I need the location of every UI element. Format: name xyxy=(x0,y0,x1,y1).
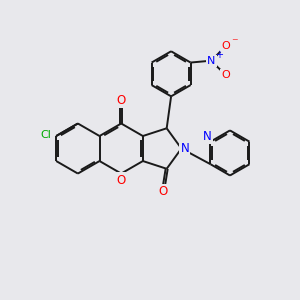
Text: O: O xyxy=(158,185,167,198)
Text: N: N xyxy=(207,56,215,66)
Text: +: + xyxy=(215,50,223,60)
Text: N: N xyxy=(203,130,212,143)
Text: O: O xyxy=(221,70,230,80)
Text: ⁻: ⁻ xyxy=(232,36,238,49)
Text: O: O xyxy=(221,41,230,51)
Text: N: N xyxy=(181,142,189,155)
Text: Cl: Cl xyxy=(40,130,51,140)
Text: O: O xyxy=(117,94,126,107)
Text: O: O xyxy=(117,173,126,187)
